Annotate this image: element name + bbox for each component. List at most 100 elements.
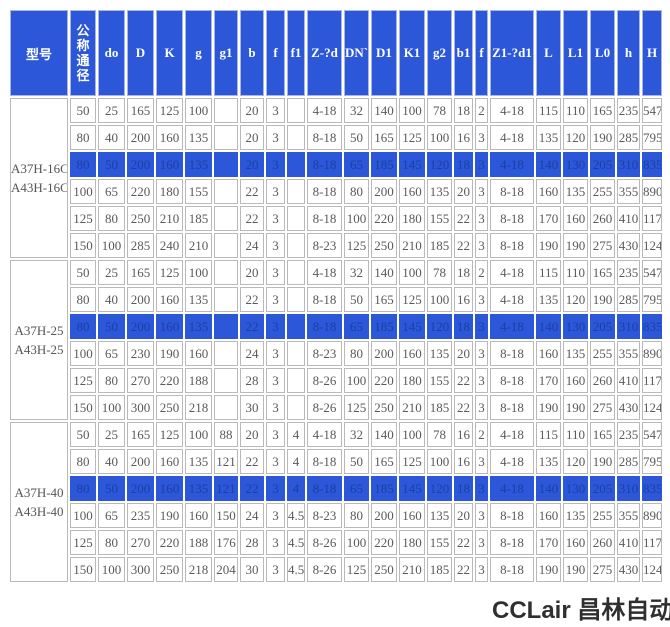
- table-cell: 795: [642, 287, 662, 312]
- column-header-10: D1: [371, 10, 397, 96]
- model-label: A43H-16C: [11, 180, 68, 195]
- table-cell: 795: [642, 125, 662, 150]
- table-cell: 50: [70, 98, 96, 123]
- table-cell: 255: [590, 503, 615, 528]
- table-cell: 16: [454, 287, 473, 312]
- table-cell: 78: [427, 98, 452, 123]
- table-cell: 890: [642, 179, 662, 204]
- table-cell: 835: [642, 152, 662, 177]
- table-cell: 160: [536, 179, 561, 204]
- table-cell: 120: [427, 314, 452, 339]
- table-cell: 50: [70, 260, 96, 285]
- column-header-8: Z-?d: [307, 10, 342, 96]
- table-row[interactable]: 80 50 200 160 135 20 3 8-18 65 185 145 120 18 3 4-18 14…: [10, 152, 662, 177]
- table-cell: 3: [475, 557, 488, 582]
- table-row[interactable]: 80 50 200 160 135 22 3 8-18 65 185 145 120 18 3 4-18 14…: [10, 314, 662, 339]
- table-row: 80 40 200 160 135 121 22 3 4 8-18 50 165 125 100 16 3 4-…: [10, 449, 662, 474]
- table-cell: 210: [185, 233, 212, 258]
- table-cell: 8-18: [490, 395, 534, 420]
- table-cell: 8-18: [490, 557, 534, 582]
- table-cell: 50: [98, 314, 125, 339]
- table-cell: 1240: [642, 233, 662, 258]
- table-cell: 188: [185, 368, 212, 393]
- column-header-16: L: [536, 10, 561, 96]
- table-cell: 135: [536, 287, 561, 312]
- table-cell: 100: [70, 341, 96, 366]
- table-cell: 3: [266, 368, 285, 393]
- table-cell: 78: [427, 422, 452, 447]
- table-cell: 165: [590, 422, 615, 447]
- table-cell: 100: [399, 422, 425, 447]
- table-cell: [214, 233, 238, 258]
- table-cell: 24: [240, 503, 264, 528]
- table-cell: 50: [98, 476, 125, 501]
- table-cell: 130: [563, 152, 588, 177]
- table-cell: 155: [427, 206, 452, 231]
- table-cell: 125: [70, 368, 96, 393]
- table-cell: 160: [156, 314, 183, 339]
- table-cell: 8-23: [307, 341, 342, 366]
- table-cell: 220: [371, 530, 397, 555]
- table-cell: 3: [266, 530, 285, 555]
- table-cell: 4-18: [490, 98, 534, 123]
- table-cell: 255: [590, 179, 615, 204]
- table-cell: 80: [70, 152, 96, 177]
- table-cell: 135: [563, 341, 588, 366]
- table-cell: 3: [475, 503, 488, 528]
- table-cell: 190: [536, 395, 561, 420]
- table-cell: [287, 125, 305, 150]
- table-cell: 250: [371, 233, 397, 258]
- table-cell: 240: [156, 233, 183, 258]
- table-cell: 285: [617, 449, 640, 474]
- column-header-18: L0: [590, 10, 615, 96]
- table-cell: 3: [475, 125, 488, 150]
- table-cell: 4: [287, 476, 305, 501]
- table-cell: 32: [344, 260, 369, 285]
- table-row: 100 65 235 190 160 150 24 3 4.5 8-23 80 200 160 135 20…: [10, 503, 662, 528]
- table-cell: 125: [70, 206, 96, 231]
- table-cell: 100: [98, 557, 125, 582]
- table-cell: 120: [427, 476, 452, 501]
- table-cell: 200: [371, 503, 397, 528]
- table-cell: 80: [98, 530, 125, 555]
- table-cell: 250: [156, 557, 183, 582]
- table-cell: 3: [266, 503, 285, 528]
- table-cell: 160: [156, 125, 183, 150]
- table-cell: 125: [344, 395, 369, 420]
- table-cell: 8-26: [307, 530, 342, 555]
- table-cell: 890: [642, 503, 662, 528]
- table-cell: 150: [70, 557, 96, 582]
- table-cell: 1170: [642, 530, 662, 555]
- table-cell: 220: [156, 530, 183, 555]
- table-cell: 3: [266, 449, 285, 474]
- table-cell: 22: [240, 287, 264, 312]
- table-cell: 547: [642, 98, 662, 123]
- table-cell: 120: [563, 125, 588, 150]
- table-cell: 547: [642, 422, 662, 447]
- table-cell: 30: [240, 557, 264, 582]
- table-cell: 18: [454, 98, 473, 123]
- table-cell: 180: [399, 368, 425, 393]
- table-cell: 185: [371, 476, 397, 501]
- table-cell: 180: [156, 179, 183, 204]
- table-cell: 135: [185, 287, 212, 312]
- table-cell: 155: [427, 368, 452, 393]
- table-cell: 3: [266, 152, 285, 177]
- table-cell: 4.5: [287, 557, 305, 582]
- table-cell: 120: [427, 152, 452, 177]
- column-header-19: h: [617, 10, 640, 96]
- table-cell: 235: [617, 98, 640, 123]
- model-label: A43H-25: [14, 342, 64, 357]
- table-cell: 170: [536, 368, 561, 393]
- model-label: A37H-16C: [11, 161, 68, 176]
- table-cell: [287, 341, 305, 366]
- table-cell: 200: [127, 287, 154, 312]
- table-cell: 8-18: [307, 179, 342, 204]
- table-cell: 160: [399, 503, 425, 528]
- table-cell: 300: [127, 557, 154, 582]
- table-row[interactable]: 80 50 200 160 135 121 22 3 4 8-18 65 185 145 120 18 3 4-…: [10, 476, 662, 501]
- table-cell: 4: [287, 449, 305, 474]
- table-cell: 1240: [642, 557, 662, 582]
- table-cell: 22: [454, 233, 473, 258]
